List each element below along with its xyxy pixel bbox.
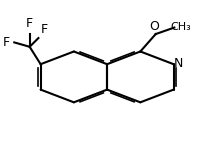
Text: O: O (149, 20, 159, 33)
Text: N: N (174, 57, 183, 70)
Text: F: F (26, 17, 33, 30)
Text: F: F (3, 36, 10, 49)
Text: CH₃: CH₃ (170, 22, 191, 32)
Text: F: F (41, 23, 48, 36)
